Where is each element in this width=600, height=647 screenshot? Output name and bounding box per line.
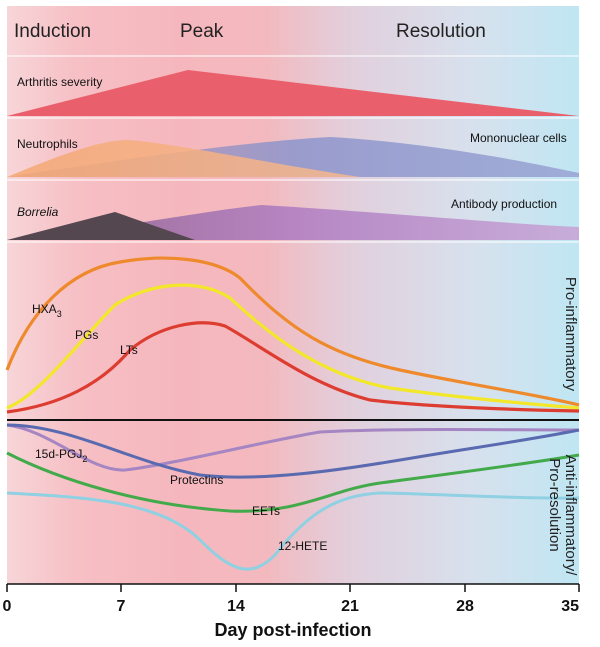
- arthritis-severity-area: [7, 70, 579, 116]
- anti-inflammatory-label: Anti-inflammatory/: [562, 455, 579, 577]
- protectins-label: Protectins: [170, 473, 223, 487]
- 15d-pgj2-subscript: 2: [82, 454, 87, 464]
- phase-peak: Peak: [180, 21, 224, 42]
- 15d-pgj2-label: 15d-PGJ2: [35, 447, 87, 464]
- mononuclear-cells-label: Mononuclear cells: [470, 131, 567, 145]
- pro-inflammatory-label: Pro-inflammatory: [562, 277, 579, 392]
- borrelia-label: Borrelia: [17, 205, 59, 219]
- eets-curve: [6, 451, 580, 513]
- x-tick-label-14: 14: [227, 598, 245, 615]
- hxa3-curve: [5, 256, 580, 407]
- phase-resolution: Resolution: [396, 21, 486, 42]
- x-tick-label-35: 35: [561, 598, 579, 615]
- antibody-production-label: Antibody production: [451, 197, 557, 211]
- x-tick-label-0: 0: [3, 598, 12, 615]
- hxa3-label: HXA3: [32, 302, 62, 319]
- arthritis-severity-label: Arthritis severity: [17, 75, 102, 89]
- pgs-curve: [6, 283, 580, 410]
- x-axis-ticks: [6, 584, 580, 592]
- protectins-curve: [6, 423, 580, 479]
- hxa3-subscript: 3: [57, 309, 62, 319]
- pgs-label: PGs: [75, 328, 98, 342]
- x-tick-label-7: 7: [117, 598, 126, 615]
- neutrophils-label: Neutrophils: [17, 137, 78, 151]
- eets-label: EETs: [252, 504, 280, 518]
- 12-hete-label: 12-HETE: [278, 539, 327, 553]
- borrelia-area: [7, 212, 195, 240]
- neutrophils-area: [7, 140, 360, 177]
- pro-resolution-label: Pro-resolution: [546, 458, 563, 551]
- 15d-pgj2-curve: [6, 423, 580, 472]
- 12-hete-curve: [6, 491, 580, 571]
- x-tick-label-21: 21: [341, 598, 359, 615]
- phase-induction: Induction: [14, 21, 91, 42]
- lts-curve: [6, 321, 580, 414]
- x-axis-title: Day post-infection: [214, 620, 371, 640]
- x-tick-label-28: 28: [456, 598, 474, 615]
- lts-label: LTs: [120, 343, 138, 357]
